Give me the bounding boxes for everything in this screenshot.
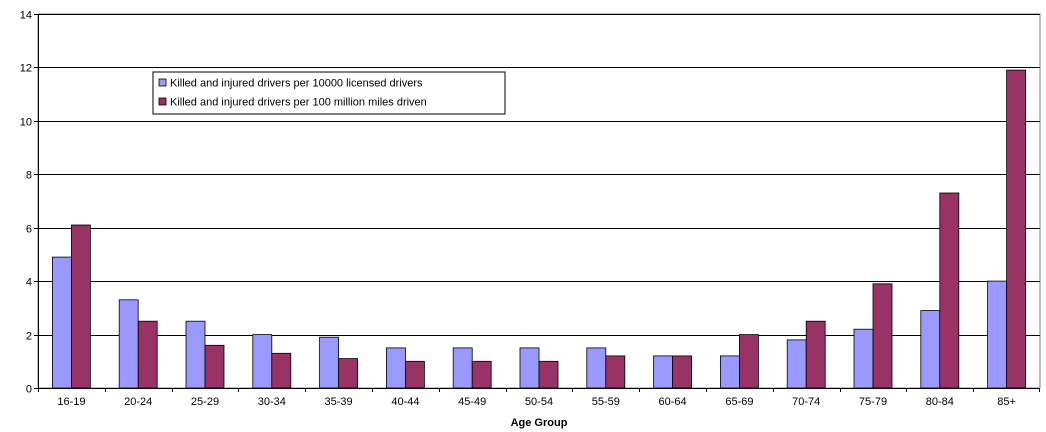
y-tick-label: 10 bbox=[20, 117, 32, 129]
y-tick-label: 12 bbox=[20, 63, 32, 75]
legend-swatch bbox=[158, 97, 167, 106]
bar-16-19-series-2 bbox=[71, 224, 91, 389]
bars bbox=[52, 69, 1026, 389]
y-tick-label: 8 bbox=[26, 170, 32, 182]
bar-50-54-series-2 bbox=[538, 360, 559, 389]
y-tick-label: 6 bbox=[26, 224, 32, 236]
bar-45-49-series-2 bbox=[471, 360, 492, 389]
legend: Killed and injured drivers per 10000 lic… bbox=[152, 71, 506, 115]
x-tick-label: 85+ bbox=[997, 396, 1016, 408]
bar-65-69-series-1 bbox=[720, 355, 740, 389]
bar-55-59-series-2 bbox=[605, 355, 626, 389]
legend-swatch bbox=[158, 78, 167, 87]
bar-30-34-series-2 bbox=[271, 352, 292, 389]
bar-60-64-series-1 bbox=[653, 355, 673, 389]
y-tick-label: 0 bbox=[26, 384, 32, 396]
bar-75-79-series-2 bbox=[872, 283, 893, 389]
bar-25-29-series-2 bbox=[204, 344, 225, 389]
bar-40-44-series-1 bbox=[385, 347, 406, 389]
bar-25-29-series-1 bbox=[185, 320, 206, 389]
bar-50-54-series-1 bbox=[519, 347, 540, 389]
y-tick-label: 4 bbox=[26, 277, 32, 289]
bar-30-34-series-1 bbox=[252, 334, 273, 389]
bar-35-39-series-2 bbox=[338, 358, 359, 389]
x-tick-label: 70-74 bbox=[792, 396, 820, 408]
x-axis-title: Age Group bbox=[511, 417, 568, 429]
y-tick-label: 2 bbox=[26, 331, 32, 343]
x-tick-label: 75-79 bbox=[859, 396, 887, 408]
x-tick-label: 55-59 bbox=[592, 396, 620, 408]
x-tick-label: 25-29 bbox=[191, 396, 219, 408]
legend-entry: Killed and injured drivers per 100 milli… bbox=[170, 97, 427, 109]
bar-85+-series-2 bbox=[1006, 69, 1026, 389]
bar-20-24-series-1 bbox=[118, 299, 139, 389]
bar-40-44-series-2 bbox=[404, 360, 425, 389]
bar-70-74-series-1 bbox=[786, 339, 807, 389]
bar-16-19-series-1 bbox=[52, 256, 72, 389]
bar-85+-series-1 bbox=[987, 280, 1007, 389]
bar-20-24-series-2 bbox=[137, 320, 158, 389]
bar-60-64-series-2 bbox=[672, 355, 692, 389]
x-tick-label: 50-54 bbox=[525, 396, 553, 408]
bar-35-39-series-1 bbox=[319, 336, 340, 389]
bar-75-79-series-1 bbox=[853, 328, 874, 389]
bar-55-59-series-1 bbox=[586, 347, 607, 389]
x-tick-label: 35-39 bbox=[325, 396, 353, 408]
x-tick-label: 80-84 bbox=[926, 396, 954, 408]
bar-80-84-series-1 bbox=[920, 310, 941, 389]
x-tick-label: 20-24 bbox=[124, 396, 152, 408]
axes: 0 2 4 6 8 10 12 14 16-19 20-24 25-29 30-34 35-39 40-4… bbox=[20, 10, 1040, 408]
x-tick-label: 65-69 bbox=[725, 396, 753, 408]
legend-box bbox=[152, 71, 506, 115]
x-tick-label: 30-34 bbox=[258, 396, 286, 408]
bar-70-74-series-2 bbox=[805, 320, 826, 389]
x-tick-label: 40-44 bbox=[391, 396, 419, 408]
bar-65-69-series-2 bbox=[739, 334, 759, 389]
x-tick-label: 16-19 bbox=[57, 396, 85, 408]
x-tick-label: 60-64 bbox=[659, 396, 687, 408]
bar-80-84-series-2 bbox=[939, 192, 960, 389]
x-tick-label: 45-49 bbox=[458, 396, 486, 408]
bar-45-49-series-1 bbox=[452, 347, 473, 389]
y-tick-label: 14 bbox=[20, 10, 32, 22]
legend-entry: Killed and injured drivers per 10000 lic… bbox=[170, 78, 423, 90]
